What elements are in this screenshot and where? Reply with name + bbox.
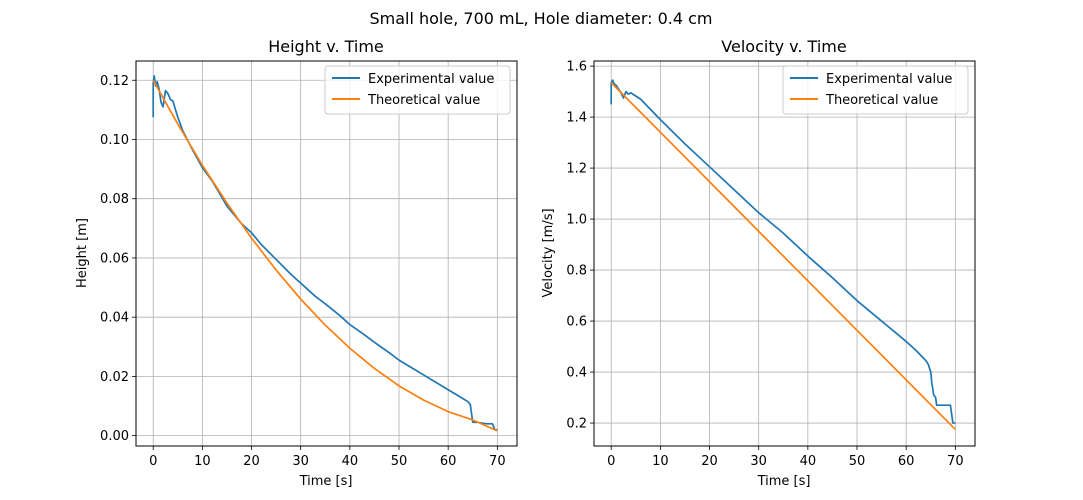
- velocity-chart-ylabel: Velocity [m/s]: [541, 208, 556, 297]
- height-chart-xtick-label: 10: [194, 454, 211, 469]
- height-chart-ytick-label: 0.00: [100, 429, 129, 444]
- height-chart-ytick-label: 0.02: [100, 370, 129, 385]
- velocity-chart-xtick-label: 10: [652, 454, 669, 469]
- velocity-chart-legend-theoretical-label: Theoretical value: [825, 93, 938, 108]
- figure-suptitle: Small hole, 700 mL, Hole diameter: 0.4 c…: [369, 9, 712, 28]
- height-chart-legend-theoretical-label: Theoretical value: [367, 93, 480, 108]
- height-chart-ylabel: Height [m]: [75, 218, 90, 288]
- height-chart-xtick-label: 0: [149, 454, 157, 469]
- velocity-chart-xtick-label: 0: [607, 454, 615, 469]
- velocity-chart-theoretical-line: [610, 82, 956, 431]
- height-chart-xtick-label: 30: [292, 454, 309, 469]
- height-chart-experimental-line: [152, 74, 498, 431]
- velocity-chart-legend-box: [782, 65, 969, 115]
- velocity-chart: Velocity v. Time Time [s] Velocity [m/s]…: [541, 37, 976, 489]
- height-chart-plot: [152, 74, 498, 432]
- height-chart-xtick-label: 20: [243, 454, 260, 469]
- velocity-chart-xtick-label: 70: [947, 454, 964, 469]
- height-chart-legend: Experimental value Theoretical value: [324, 65, 511, 115]
- velocity-chart-frame: [593, 60, 976, 447]
- velocity-chart-ytick-label: 1.4: [566, 111, 587, 126]
- height-chart-ytick-label: 0.06: [100, 251, 129, 266]
- height-chart-ytick-label: 0.10: [100, 133, 129, 148]
- velocity-chart-ytick-label: 0.6: [566, 315, 587, 330]
- height-chart-frame: [135, 60, 518, 447]
- height-chart-title: Height v. Time: [268, 37, 384, 56]
- velocity-chart-xtick-label: 50: [849, 454, 866, 469]
- height-chart-ytick-label: 0.12: [100, 74, 129, 89]
- height-chart-xtick-label: 40: [342, 454, 359, 469]
- height-chart-legend-box: [324, 65, 511, 115]
- height-chart-theoretical-line: [152, 79, 498, 432]
- velocity-chart-ytick-label: 0.4: [566, 366, 587, 381]
- velocity-chart-ytick-label: 0.8: [566, 264, 587, 279]
- height-chart-xticks: 0 10 20 30 40 50 60 70: [149, 446, 506, 469]
- velocity-chart-xtick-label: 60: [898, 454, 915, 469]
- velocity-chart-ytick-label: 0.2: [566, 417, 587, 432]
- velocity-chart-legend-experimental-label: Experimental value: [826, 72, 952, 87]
- height-chart-xtick-label: 60: [440, 454, 457, 469]
- height-chart-legend-experimental-label: Experimental value: [368, 72, 494, 87]
- velocity-chart-title: Velocity v. Time: [721, 37, 846, 56]
- velocity-chart-xticks: 0 10 20 30 40 50 60 70: [607, 446, 964, 469]
- velocity-chart-xtick-label: 40: [800, 454, 817, 469]
- height-chart-yticks: 0.00 0.02 0.04 0.06 0.08 0.10 0.12: [100, 74, 136, 444]
- velocity-chart-yticks: 0.2 0.4 0.6 0.8 1.0 1.2 1.4 1.6: [566, 60, 594, 432]
- height-chart-ytick-label: 0.08: [100, 192, 129, 207]
- velocity-chart-experimental-line: [610, 79, 956, 424]
- height-chart: Height v. Time Time [s] Height [m] 0 10 20…: [75, 37, 518, 489]
- height-chart-xtick-label: 50: [391, 454, 408, 469]
- velocity-chart-ytick-label: 1.2: [566, 162, 587, 177]
- velocity-chart-xlabel: Time [s]: [757, 474, 811, 489]
- velocity-chart-plot: [610, 79, 956, 431]
- velocity-chart-legend: Experimental value Theoretical value: [782, 65, 969, 115]
- height-chart-xlabel: Time [s]: [299, 474, 353, 489]
- velocity-chart-xtick-label: 20: [701, 454, 718, 469]
- height-chart-ytick-label: 0.04: [100, 311, 129, 326]
- height-chart-xtick-label: 70: [489, 454, 506, 469]
- velocity-chart-xtick-label: 30: [750, 454, 767, 469]
- height-chart-grid: [136, 61, 517, 446]
- velocity-chart-ytick-label: 1.0: [566, 213, 587, 228]
- velocity-chart-grid: [594, 61, 975, 446]
- velocity-chart-ytick-label: 1.6: [566, 60, 587, 75]
